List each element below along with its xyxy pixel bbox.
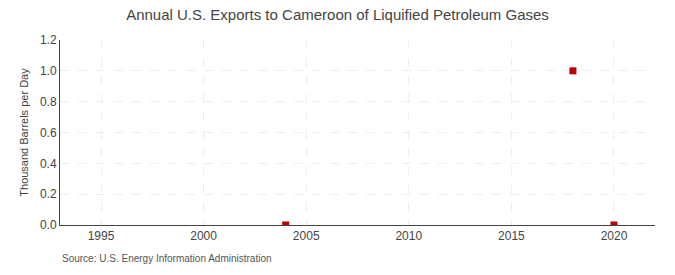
- svg-text:1.2: 1.2: [40, 33, 57, 47]
- svg-text:0.8: 0.8: [40, 95, 57, 109]
- svg-text:0.0: 0.0: [40, 218, 57, 232]
- svg-text:Thousand Barrels per Day: Thousand Barrels per Day: [18, 68, 30, 197]
- svg-text:2005: 2005: [293, 229, 320, 243]
- svg-text:0.4: 0.4: [40, 157, 57, 171]
- svg-text:2015: 2015: [498, 229, 525, 243]
- svg-text:1.0: 1.0: [40, 64, 57, 78]
- svg-text:Source: U.S. Energy Informatio: Source: U.S. Energy Information Administ…: [62, 253, 272, 264]
- svg-text:1995: 1995: [88, 229, 115, 243]
- svg-text:0.2: 0.2: [40, 187, 57, 201]
- svg-text:2000: 2000: [190, 229, 217, 243]
- svg-text:2010: 2010: [395, 229, 422, 243]
- svg-text:2020: 2020: [601, 229, 628, 243]
- svg-text:Annual U.S. Exports to Cameroo: Annual U.S. Exports to Cameroon of Liqui…: [126, 6, 549, 23]
- svg-text:0.6: 0.6: [40, 126, 57, 140]
